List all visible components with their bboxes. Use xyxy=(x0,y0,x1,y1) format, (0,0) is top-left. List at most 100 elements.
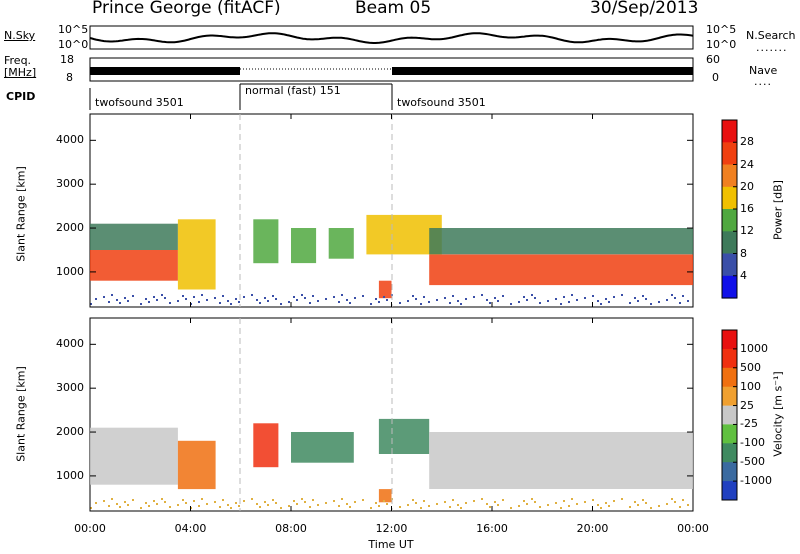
speckle xyxy=(222,499,224,501)
x-tick-label: 00:00 xyxy=(677,522,709,535)
speckle xyxy=(177,300,179,302)
echo-region-1-2 xyxy=(253,423,279,468)
colorbar-cell xyxy=(722,231,737,255)
speckle xyxy=(613,296,615,298)
speckle xyxy=(312,295,314,297)
speckle xyxy=(325,502,327,504)
speckle xyxy=(645,298,647,300)
speckle xyxy=(317,300,319,302)
speckle xyxy=(510,303,512,305)
speckle xyxy=(370,303,372,305)
nave-label: Nave xyxy=(749,64,778,77)
speckle xyxy=(230,303,232,305)
speckle xyxy=(510,507,512,509)
speckle xyxy=(206,299,208,301)
colorbar-cell xyxy=(722,275,737,299)
speckle xyxy=(386,299,388,301)
speckle xyxy=(95,502,97,504)
speckle xyxy=(227,504,229,506)
speckle xyxy=(452,295,454,297)
speckle xyxy=(370,507,372,509)
speckle xyxy=(259,506,261,508)
speckle xyxy=(111,498,113,500)
speckle xyxy=(333,296,335,298)
speckle xyxy=(571,498,573,500)
speckle xyxy=(169,302,171,304)
speckle xyxy=(309,506,311,508)
speckle xyxy=(592,295,594,297)
speckle xyxy=(629,506,631,508)
speckle xyxy=(449,506,451,508)
noise-sky-trace xyxy=(89,32,694,44)
speckle xyxy=(156,503,158,505)
speckle xyxy=(399,302,401,304)
x-tick-label: 08:00 xyxy=(275,522,307,535)
speckle xyxy=(423,296,425,298)
speckle xyxy=(272,295,274,297)
speckle xyxy=(206,503,208,505)
colorbar-cell xyxy=(722,443,737,463)
speckle xyxy=(222,295,224,297)
speckle xyxy=(238,301,240,303)
cpid-segment-3: twofsound 3501 xyxy=(397,96,486,109)
y-tick-label: 4000 xyxy=(56,133,84,147)
speckle xyxy=(428,505,430,507)
y-tick-label: 3000 xyxy=(56,381,84,395)
speckle xyxy=(153,296,155,298)
speckle xyxy=(288,505,290,507)
speckle xyxy=(346,299,348,301)
speckle xyxy=(666,503,668,505)
speckle xyxy=(600,507,602,509)
speckle xyxy=(111,294,113,296)
speckle xyxy=(634,297,636,299)
colorbar-cell xyxy=(722,164,737,188)
nave-max: 60 xyxy=(706,53,720,66)
echo-region-1-0 xyxy=(90,427,178,485)
colorbar-tick-label: -100 xyxy=(740,436,765,450)
speckle xyxy=(182,295,184,297)
speckle xyxy=(140,303,142,305)
speckle xyxy=(571,294,573,296)
speckle xyxy=(238,505,240,507)
speckle xyxy=(407,504,409,506)
speckle xyxy=(489,506,491,508)
colorbar-tick-label: -500 xyxy=(740,455,765,469)
y-tick-label: 1000 xyxy=(56,468,84,482)
speckle xyxy=(182,499,184,501)
speckle xyxy=(243,500,245,502)
speckle xyxy=(650,303,652,305)
noise-search-legend: ....... xyxy=(756,41,788,54)
speckle xyxy=(378,505,380,507)
speckle xyxy=(555,298,557,300)
speckle xyxy=(539,302,541,304)
speckle xyxy=(497,504,499,506)
speckle xyxy=(349,302,351,304)
noise-left-max: 10^5 xyxy=(58,23,89,36)
echo-region-1-4 xyxy=(378,418,430,454)
speckle xyxy=(280,507,282,509)
x-tick-label: 12:00 xyxy=(375,522,408,535)
speckle xyxy=(518,301,520,303)
speckle xyxy=(383,296,385,298)
speckle xyxy=(293,296,295,298)
speckle xyxy=(235,298,237,300)
speckle xyxy=(584,501,586,503)
speckle xyxy=(671,498,673,500)
speckle xyxy=(563,296,565,298)
speckle xyxy=(378,301,380,303)
speckle xyxy=(481,294,483,296)
speckle xyxy=(132,295,134,297)
speckle xyxy=(645,502,647,504)
speckle xyxy=(420,303,422,305)
speckle xyxy=(312,499,314,501)
colorbar-tick-label: 20 xyxy=(740,179,754,193)
colorbar-cell xyxy=(722,462,737,482)
speckle xyxy=(145,298,147,300)
speckle xyxy=(682,295,684,297)
noise-right-min: 10^0 xyxy=(706,38,737,51)
speckle xyxy=(457,300,459,302)
speckle xyxy=(349,506,351,508)
speckle xyxy=(193,296,195,298)
speckle xyxy=(296,503,298,505)
